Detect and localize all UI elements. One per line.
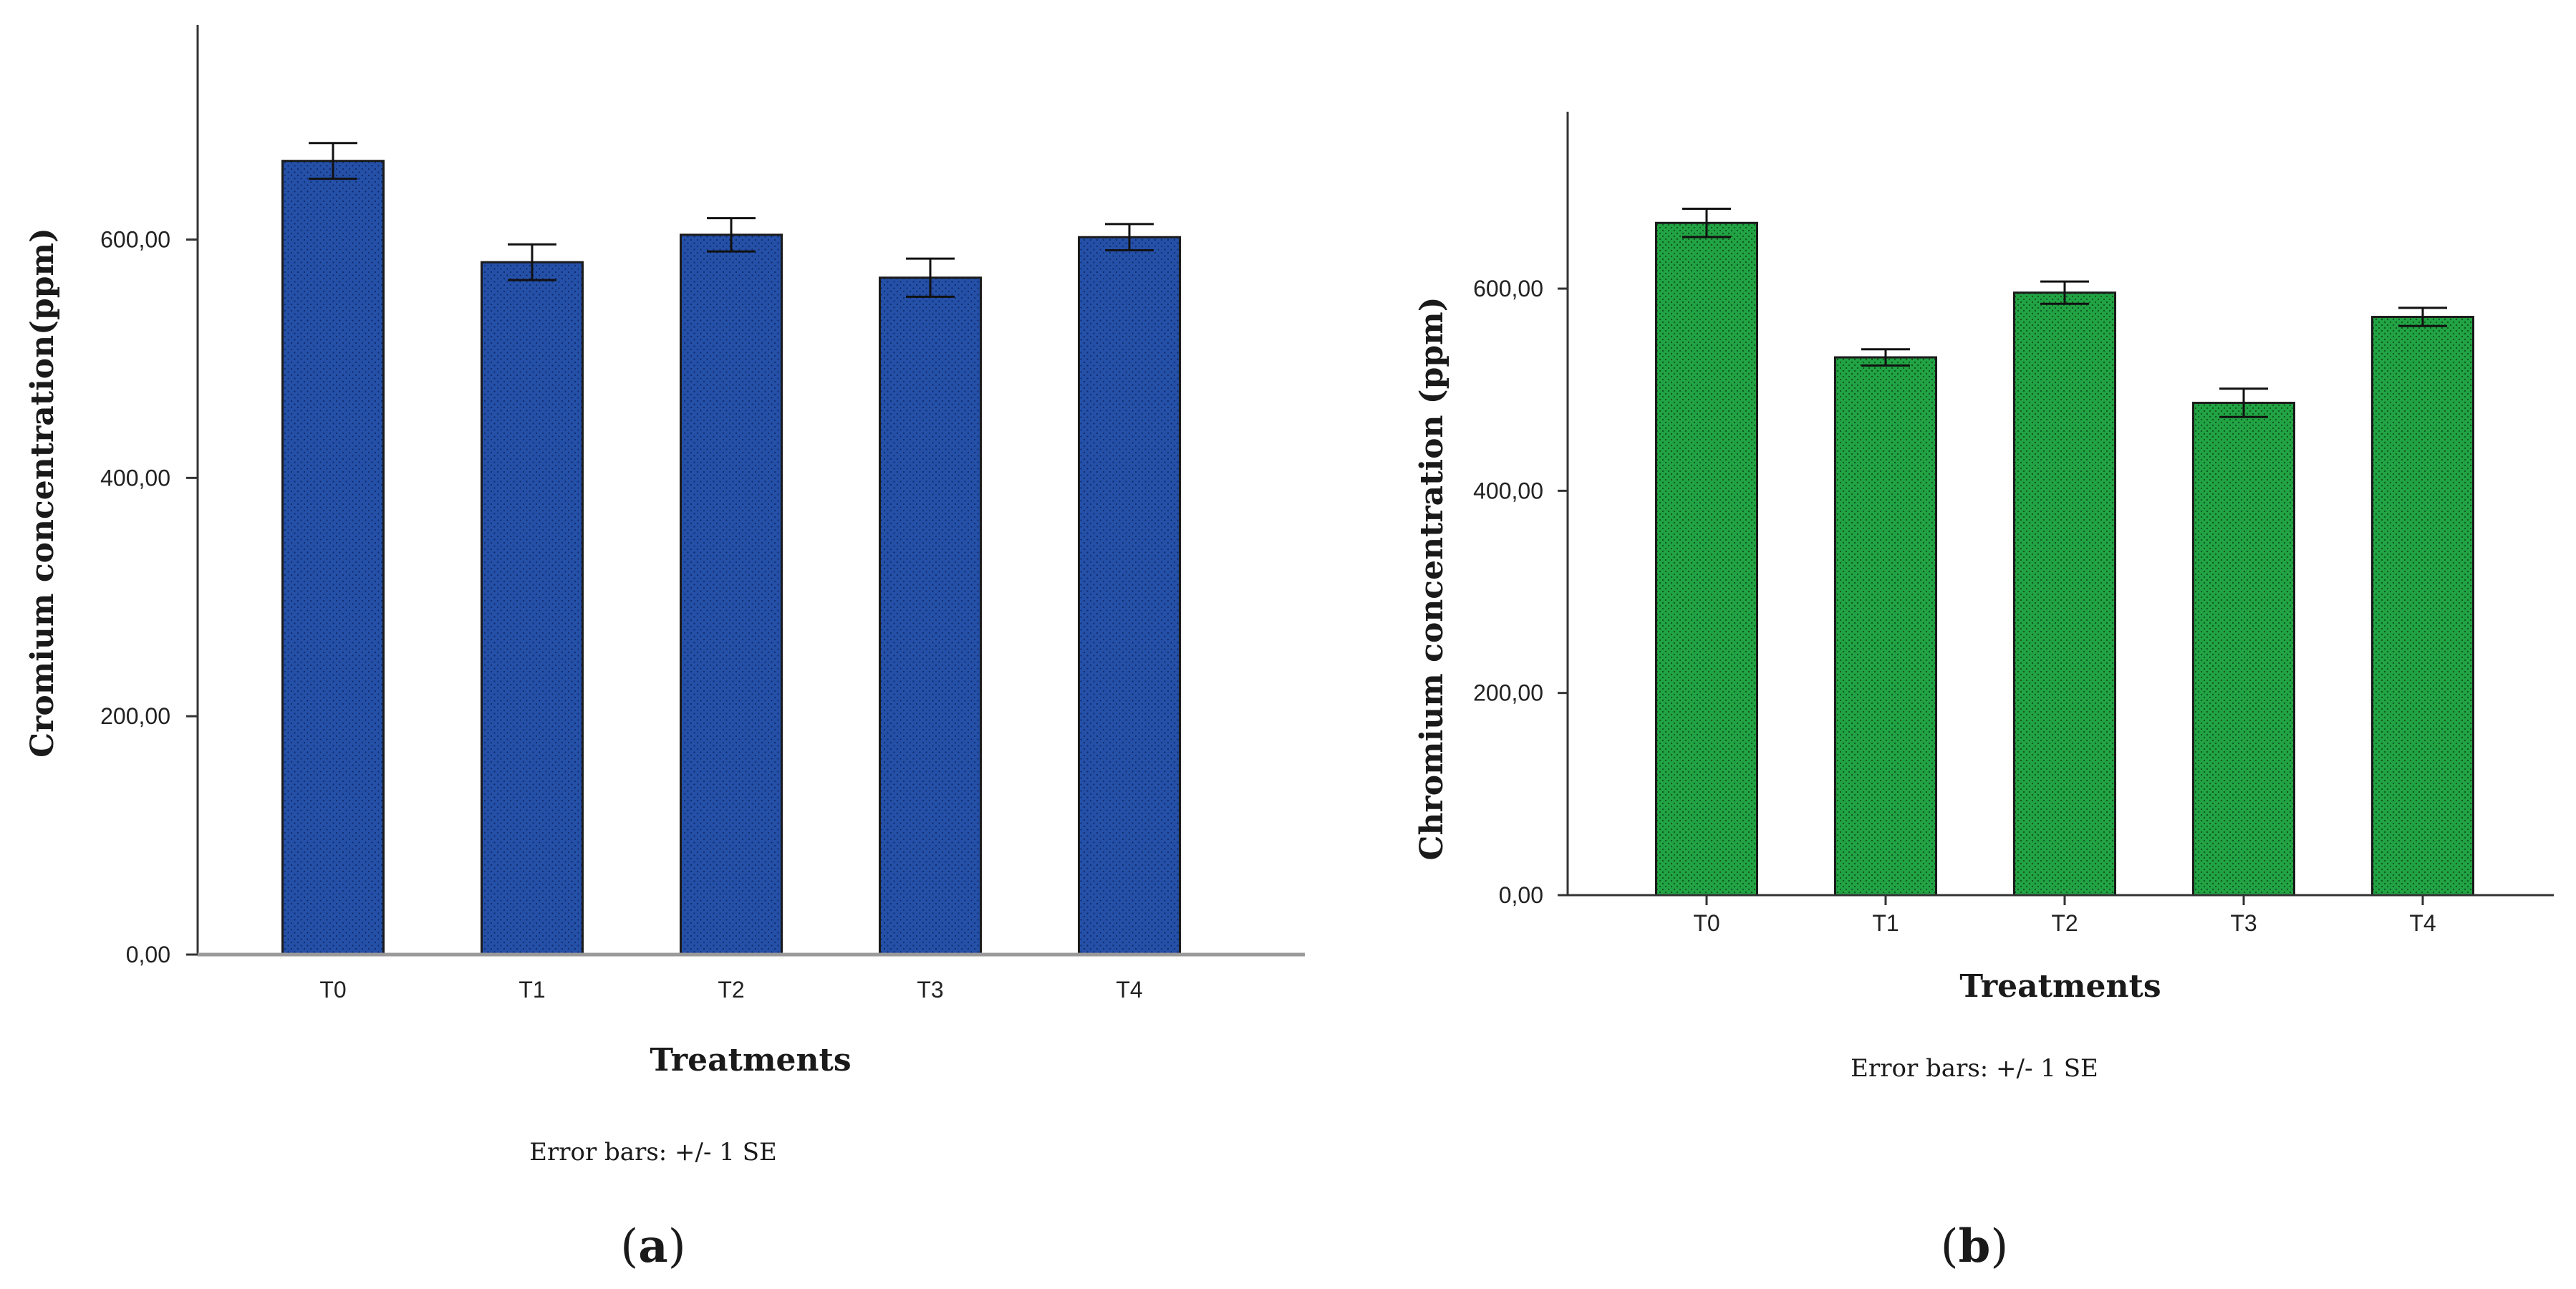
y-axis-ticks: 0,00 200,00 400,00 600,00	[100, 227, 198, 967]
panel-label-letter: b	[1959, 1220, 1991, 1273]
bar	[1655, 221, 1758, 897]
panel-label-b: (b)	[1941, 1220, 2009, 1273]
x-axis-ticks: T0 T1 T2 T3 T4	[319, 977, 1142, 1003]
x-tick-label: T0	[1693, 910, 1719, 936]
bar	[1078, 236, 1181, 956]
bar	[2371, 316, 2474, 897]
x-tick-label: T2	[718, 977, 744, 1003]
y-axis-title: Cromium concentration(ppm)	[24, 228, 61, 758]
error-bar-series	[309, 142, 1154, 298]
panel-label-close: )	[668, 1220, 686, 1273]
x-axis-ticks: T0 T1 T2 T3 T4	[1693, 895, 2436, 936]
bar	[481, 261, 584, 956]
x-tick-label: T0	[319, 977, 346, 1003]
x-tick-label: T3	[917, 977, 943, 1003]
panel-label-open: (	[620, 1220, 638, 1273]
y-tick-label: 400,00	[1473, 478, 1543, 503]
bar	[281, 160, 385, 956]
panel-label-close: )	[1990, 1220, 2008, 1273]
x-tick-label: T4	[2409, 910, 2436, 936]
bar-series	[281, 160, 1181, 956]
x-tick-label: T3	[2230, 910, 2257, 936]
y-axis-title: Chromium concentration (ppm)	[1414, 296, 1450, 860]
y-tick-label: 600,00	[100, 227, 170, 253]
bar	[680, 233, 783, 956]
y-tick-label: 400,00	[100, 465, 170, 491]
bar-series	[1655, 221, 2474, 897]
y-tick-label: 200,00	[100, 703, 170, 729]
bar	[2013, 291, 2116, 897]
x-tick-label: T1	[1872, 910, 1899, 936]
bar	[879, 276, 982, 956]
panel-label-a: (a)	[620, 1220, 685, 1273]
panel-label-letter: a	[638, 1220, 667, 1273]
chart-panel-a: 0,00 200,00 400,00 600,00 T0 T1 T2 T3 T4 Cromiu…	[24, 25, 1305, 1273]
error-bar-note: Error bars: +/- 1 SE	[1851, 1054, 2098, 1083]
bar	[1834, 356, 1937, 897]
x-tick-label: T1	[518, 977, 545, 1003]
y-tick-label: 0,00	[126, 942, 170, 967]
panel-label-open: (	[1941, 1220, 1959, 1273]
x-tick-label: T4	[1116, 977, 1142, 1003]
y-tick-label: 0,00	[1499, 882, 1543, 908]
y-axis-ticks: 0,00 200,00 400,00 600,00	[1473, 276, 1568, 908]
bar	[2192, 402, 2295, 897]
x-axis-title: Treatments	[1959, 968, 2161, 1005]
y-tick-label: 600,00	[1473, 276, 1543, 301]
x-tick-label: T2	[2051, 910, 2078, 936]
error-bar-note: Error bars: +/- 1 SE	[529, 1138, 777, 1167]
x-axis-title: Treatments	[650, 1042, 851, 1078]
chart-panel-b: 0,00 200,00 400,00 600,00 T0 T1 T2 T3 T4 Chromi…	[1414, 112, 2554, 1273]
error-bar-series	[1682, 208, 2447, 418]
y-tick-label: 200,00	[1473, 680, 1543, 706]
